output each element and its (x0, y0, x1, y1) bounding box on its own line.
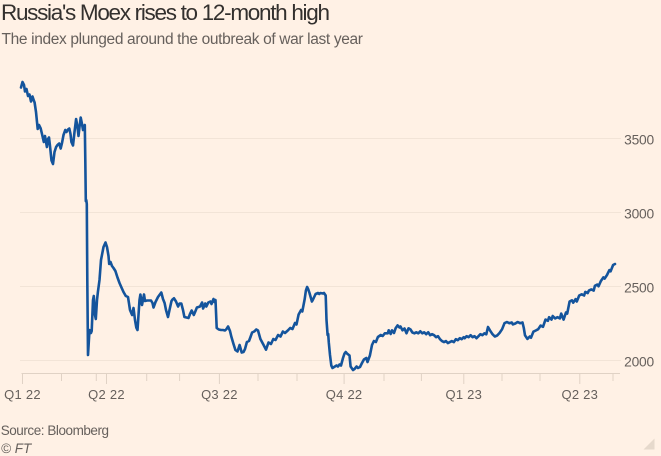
svg-text:2000: 2000 (624, 354, 654, 369)
svg-text:3500: 3500 (624, 132, 654, 147)
svg-text:Q2 23: Q2 23 (561, 387, 598, 402)
svg-text:Q1 22: Q1 22 (4, 387, 41, 402)
svg-text:Q3 22: Q3 22 (201, 387, 238, 402)
svg-text:Q4 22: Q4 22 (326, 387, 363, 402)
svg-text:3000: 3000 (624, 206, 654, 221)
svg-text:2500: 2500 (624, 280, 654, 295)
svg-text:Q2 22: Q2 22 (88, 387, 125, 402)
svg-text:Q1 23: Q1 23 (445, 387, 482, 402)
